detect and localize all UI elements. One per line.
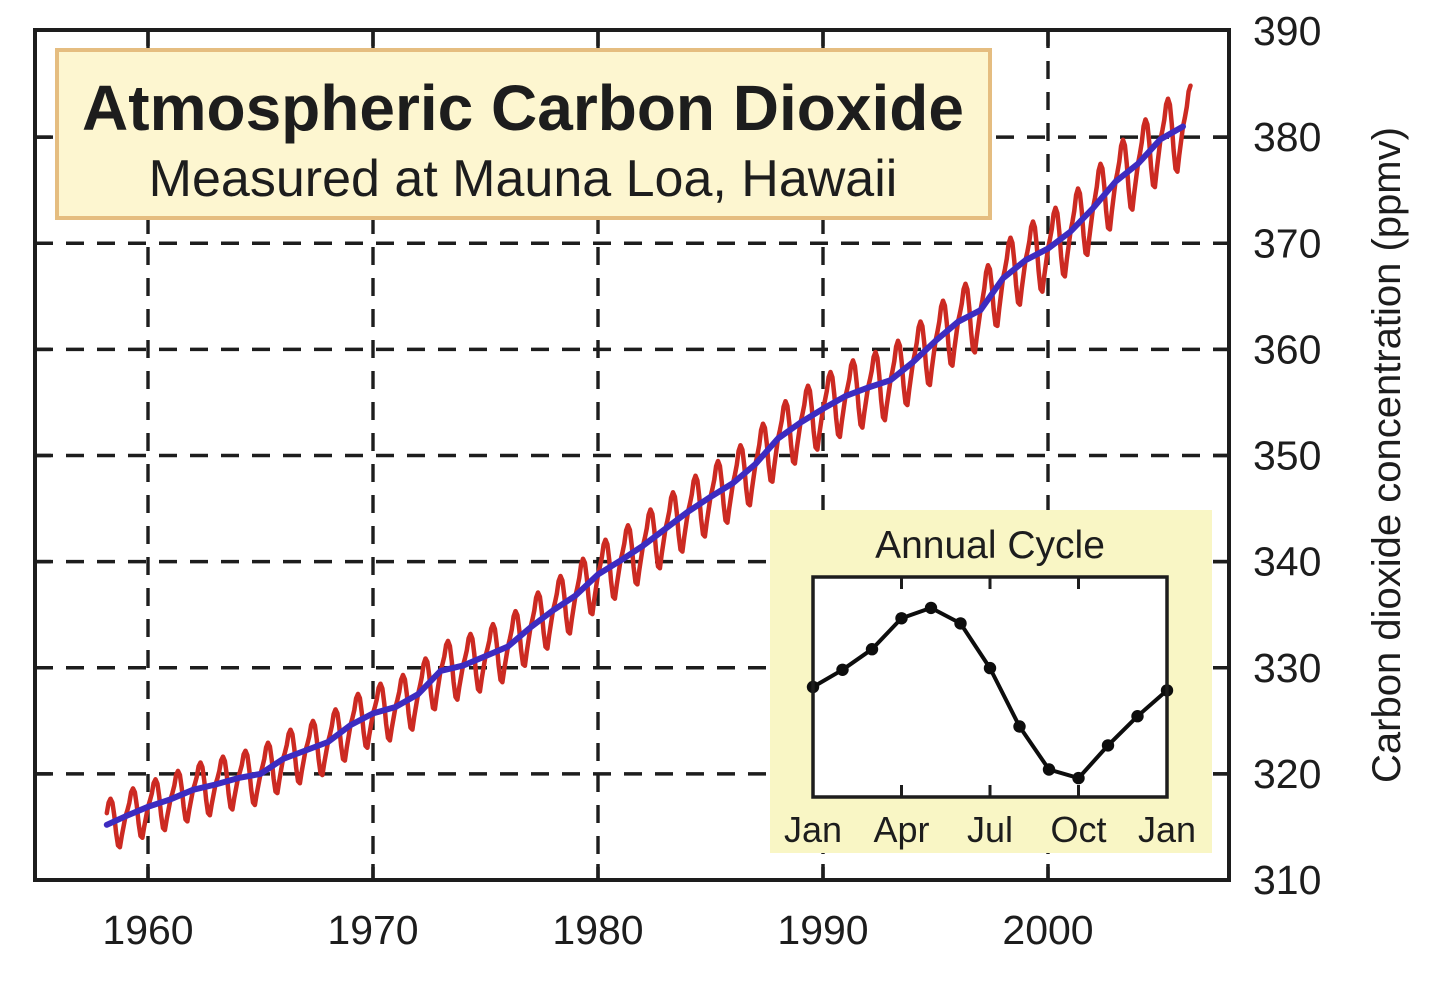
inset-plot-area [813, 577, 1167, 797]
x-axis-tick-labels: 1960 1970 1980 1990 2000 [102, 907, 1093, 953]
title-box: Atmospheric Carbon Dioxide Measured at M… [55, 48, 992, 220]
inset-data-point-Dec-11 [1131, 710, 1144, 723]
y-axis-tick-label-390: 390 [1253, 8, 1321, 54]
inset-data-point-Sep-8 [1042, 763, 1056, 776]
inset-data-point-Apr-3 [895, 612, 908, 625]
inset-month-label-Apr-1: Apr [873, 809, 929, 850]
x-axis-tick-label-1990: 1990 [777, 907, 868, 953]
inset-month-labels: Jan Apr Jul Oct Jan [784, 809, 1196, 850]
inset-month-label-Jan-4: Jan [1138, 809, 1196, 850]
y-axis-tick-label-320: 320 [1253, 751, 1321, 797]
y-axis-tick-label-350: 350 [1253, 433, 1321, 479]
y-axis-tick-label-330: 330 [1253, 645, 1321, 691]
y-axis-tick-label-380: 380 [1253, 114, 1321, 160]
y-axis-tick-label-310: 310 [1253, 857, 1321, 903]
title-box-frame [55, 48, 992, 220]
inset-data-point-Mar-2 [865, 643, 879, 656]
x-axis-tick-label-1970: 1970 [327, 907, 418, 953]
inset-data-point-Aug-7 [1013, 720, 1026, 733]
chart-subtitle: Measured at Mauna Loa, Hawaii [149, 150, 898, 208]
inset-month-label-Jan-0: Jan [784, 809, 842, 850]
inset-data-point-Jul-6 [983, 661, 997, 675]
inset-month-label-Oct-3: Oct [1050, 809, 1106, 850]
monthly-co2-line [104, 83, 1193, 850]
y-axis-tick-labels: 390 380 370 360 350 340 330 320 310 [1253, 8, 1321, 903]
y-axis-title: Carbon dioxide concentration (ppmv) [1365, 127, 1409, 783]
inset-annual-cycle: Annual Cycle Jan Apr Jul Oct Jan [770, 510, 1212, 853]
inset-title: Annual Cycle [875, 524, 1105, 567]
inset-data-point-Nov-10 [1101, 739, 1115, 752]
x-axis-tick-label-1980: 1980 [552, 907, 643, 953]
inset-data-point-Feb-1 [836, 663, 849, 676]
data-curves [103, 83, 1193, 850]
inset-data-point-Oct-9 [1072, 771, 1085, 785]
y-axis-tick-label-340: 340 [1253, 539, 1321, 585]
x-axis-tick-label-1960: 1960 [102, 907, 193, 953]
inset-data-point-May-4 [924, 601, 938, 615]
inset-data-point-Jun-5 [954, 617, 967, 630]
inset-axis-ticks [900, 577, 1080, 797]
trend-line [103, 123, 1186, 828]
inset-month-label-Jul-2: Jul [967, 809, 1013, 850]
y-axis-tick-label-360: 360 [1253, 326, 1321, 372]
axis-ticks [35, 30, 1229, 880]
x-axis-tick-label-2000: 2000 [1002, 907, 1093, 953]
chart-title: Atmospheric Carbon Dioxide [82, 72, 964, 144]
y-axis-tick-label-370: 370 [1253, 220, 1321, 266]
